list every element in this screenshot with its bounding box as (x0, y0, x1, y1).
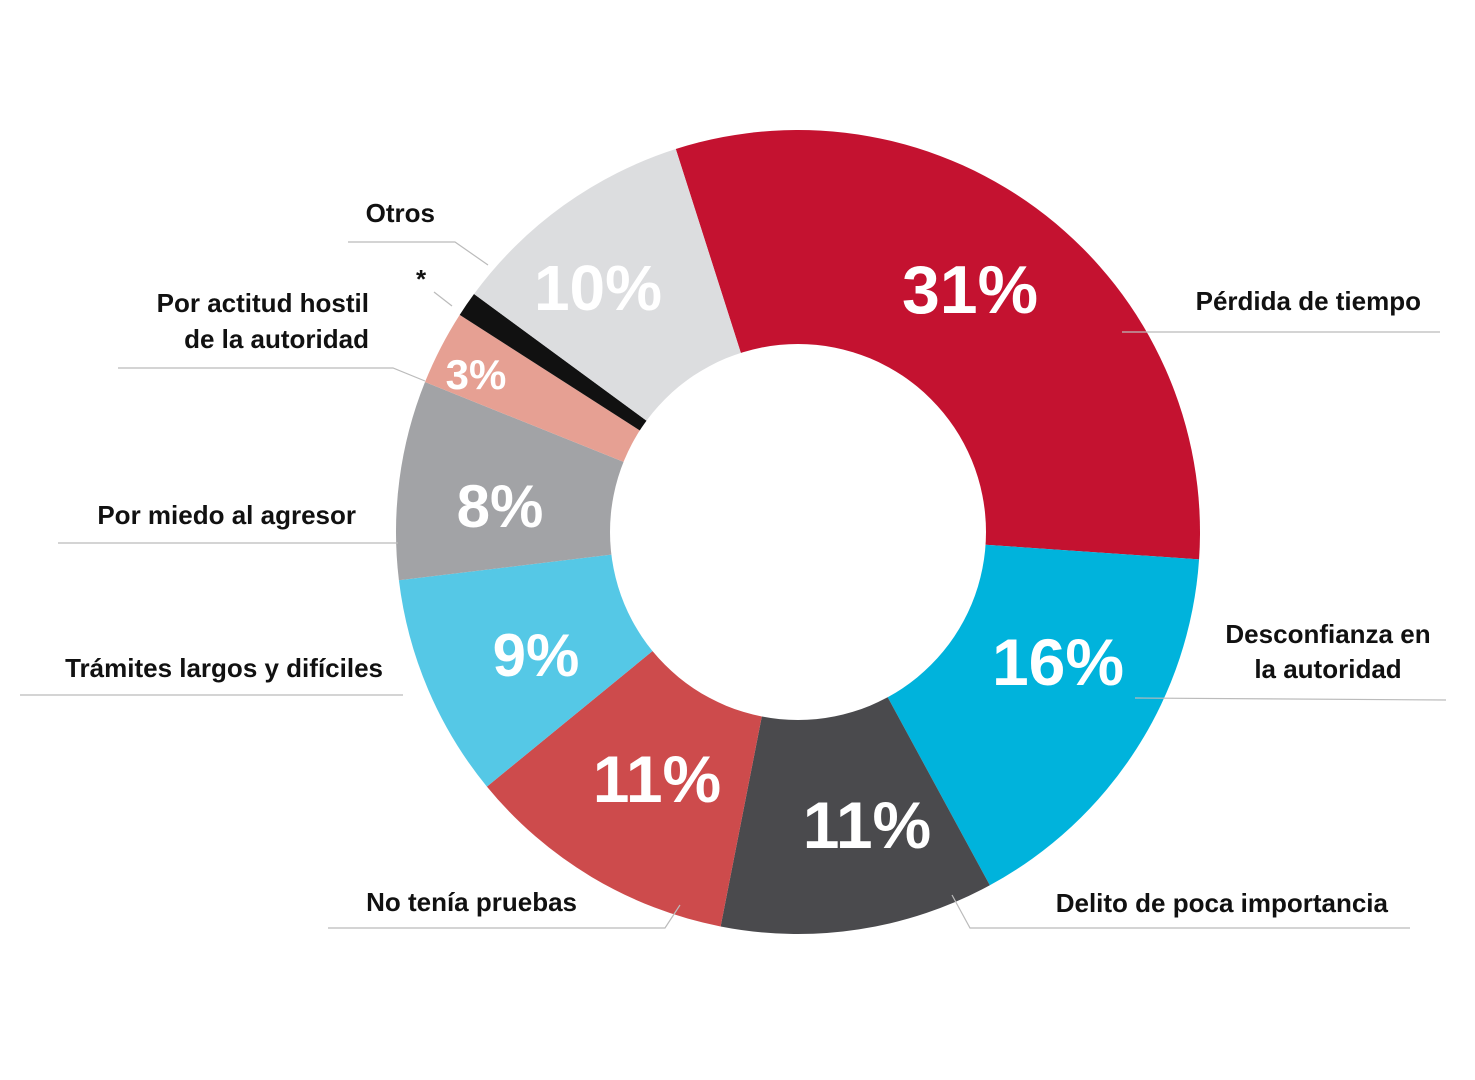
category-labels-group: Pérdida de tiempo Desconfianza en la autor… (20, 198, 1447, 929)
slice-8-category-label: Otros (366, 198, 435, 228)
slice-3-value-label: 11% (593, 742, 721, 816)
slice-3-leader-line (328, 904, 681, 929)
slice-0-category-label: Pérdida de tiempo (1196, 286, 1421, 316)
slice-1-category-label: Desconfianza en la autoridad (1225, 619, 1430, 684)
slice-5-value-label: 8% (457, 473, 544, 540)
slice-2-leader-line (951, 894, 1410, 929)
slice-0-value-label: 31% (902, 252, 1038, 328)
slice-3-category-label: No tenía pruebas (366, 887, 577, 917)
slice-4-value-label: 9% (493, 622, 580, 689)
slice-1-leader-line (1134, 697, 1447, 701)
slice-1-value-label: 16% (992, 625, 1124, 699)
slice-2-value-label: 11% (803, 788, 931, 862)
slice-8-value-label: 10% (534, 252, 662, 324)
percent-labels-group: 31%16%11%11%9%8%3%10% (446, 252, 1124, 862)
slice-8-leader-line (348, 241, 489, 266)
slice-7-category-label: * (416, 264, 427, 294)
slice-5-category-label: Por miedo al agresor (97, 500, 356, 530)
slice-4-category-label: Trámites largos y difíciles (65, 653, 383, 683)
slice-6-value-label: 3% (446, 351, 507, 398)
donut-hole (610, 344, 986, 720)
slice-6-category-label: Por actitud hostil de la autoridad (157, 288, 369, 354)
slice-6-leader-line (118, 367, 426, 382)
slice-2-category-label: Delito de poca importancia (1056, 888, 1389, 918)
slice-7-leader-line (433, 291, 453, 307)
